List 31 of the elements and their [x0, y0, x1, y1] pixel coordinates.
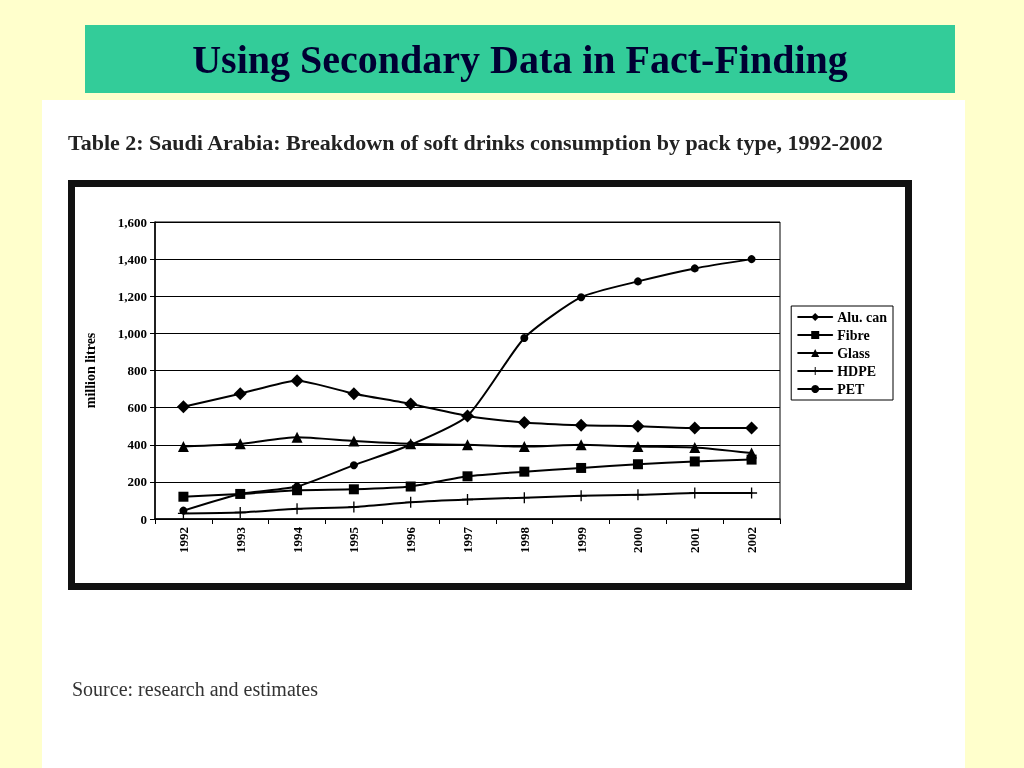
- x-tick-label: 2002: [744, 527, 760, 553]
- source-note: Source: research and estimates: [72, 678, 319, 701]
- x-tick-label: 1993: [232, 526, 248, 553]
- y-axis-title: million litres: [82, 332, 98, 409]
- y-tick-label: 800: [127, 363, 147, 378]
- title-banner: Using Secondary Data in Fact-Finding: [85, 25, 955, 93]
- legend-label: PET: [837, 381, 866, 397]
- y-tick-label: 1,600: [117, 214, 147, 230]
- chart-subtitle: Table 2: Saudi Arabia: Breakdown of soft drinks consumption by pack type, 1992-2002: [68, 130, 883, 156]
- chart-title: Using Secondary Data in Fact-Finding: [192, 35, 848, 83]
- y-tick-label: 400: [127, 437, 147, 453]
- y-tick-label: 200: [127, 474, 147, 490]
- y-tick-label: 0: [140, 511, 147, 527]
- chart-frame: million litres 0 200 400 600 800 1,000 1,200 1,400 1,600 1992 1993 1994 1995 1996 1997 1998 1999 2000 2001 2002 Alu. can Fibre Glass HDPE PET: [68, 180, 912, 590]
- y-tick-label: 600: [127, 400, 147, 416]
- legend-label: Alu. can: [837, 309, 888, 325]
- x-tick-label: 1995: [346, 526, 362, 553]
- legend-label: Fibre: [837, 327, 870, 343]
- x-tick-label: 1992: [175, 527, 191, 553]
- y-tick-label: 1,400: [117, 251, 147, 267]
- x-tick-label: 1997: [460, 526, 475, 553]
- x-tick-label: 1999: [573, 526, 589, 553]
- legend-label: HDPE: [837, 363, 877, 379]
- x-tick-label: 1996: [403, 526, 419, 553]
- x-tick-label: 1994: [289, 526, 305, 553]
- legend-label: Glass: [837, 345, 871, 361]
- x-tick-label: 1998: [516, 526, 532, 553]
- x-tick-label: 2000: [630, 527, 646, 553]
- y-tick-label: 1,200: [117, 288, 147, 304]
- x-tick-label: 2001: [687, 527, 703, 553]
- y-tick-label: 1,000: [117, 325, 147, 341]
